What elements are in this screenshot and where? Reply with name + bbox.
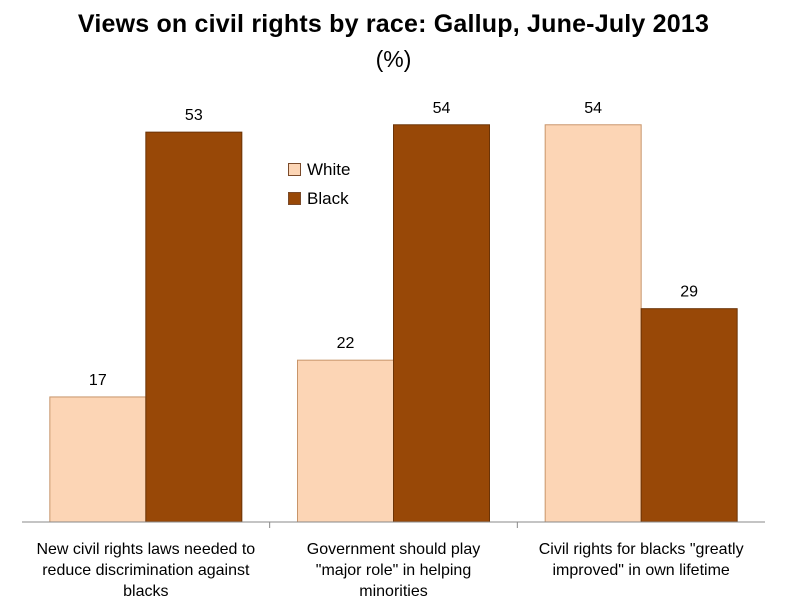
category-label-line: New civil rights laws needed to: [36, 541, 256, 558]
category-label-line: "major role" in helping: [315, 562, 472, 579]
data-label-black-3: 29: [680, 284, 698, 301]
bar-black-2: [393, 124, 490, 523]
category-label-line: Government should play: [306, 541, 481, 558]
category-label-line: improved" in own lifetime: [552, 562, 730, 579]
chart-title: Views on civil rights by race: Gallup, J…: [77, 10, 710, 38]
data-label-black-1: 53: [185, 107, 203, 124]
data-label-white-2: 22: [337, 335, 355, 352]
category-label-line: blacks: [123, 583, 169, 600]
data-label-white-3: 54: [584, 100, 602, 117]
category-label-line: minorities: [359, 583, 428, 600]
category-label-1: New civil rights laws needed to reduce di…: [26, 539, 266, 602]
category-label-line: reduce discrimination against: [42, 562, 250, 579]
bar-white-2: [297, 359, 394, 523]
legend-swatch-white: [288, 163, 301, 176]
legend-item-black: Black: [288, 184, 350, 213]
legend-label-white: White: [307, 159, 351, 179]
category-label-2: Government should play "major role" in he…: [274, 539, 514, 602]
category-label-line: Civil rights for blacks "greatly: [538, 541, 744, 558]
category-label-3: Civil rights for blacks "greatly improved…: [521, 539, 761, 581]
data-label-white-1: 17: [89, 372, 107, 389]
legend: White Black: [288, 155, 350, 213]
chart-subtitle: (%): [375, 46, 412, 72]
data-label-black-2: 54: [433, 100, 451, 117]
bar-white-3: [544, 124, 642, 523]
bar-white-1: [49, 396, 147, 523]
legend-label-black: Black: [307, 188, 349, 208]
legend-swatch-black: [288, 192, 301, 205]
legend-item-white: White: [288, 155, 350, 184]
bar-black-1: [145, 131, 243, 523]
bar-black-3: [640, 308, 738, 523]
